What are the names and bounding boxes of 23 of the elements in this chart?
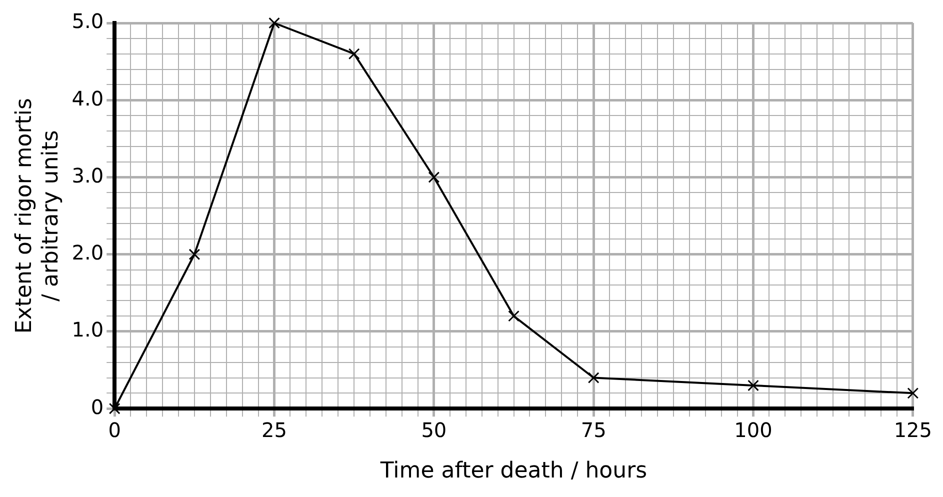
x-tick-label: 0 [108, 418, 121, 442]
x-tick-label: 125 [894, 418, 932, 442]
x-axis-title: Time after death / hours [379, 458, 648, 484]
y-tick-label: 5.0 [72, 9, 104, 34]
point [348, 48, 360, 60]
point [907, 387, 919, 399]
point [428, 172, 440, 183]
y-tick-label: 3.0 [72, 163, 104, 188]
y-axis-title: Extent of rigor mortis / arbitrary units [12, 98, 64, 334]
y-tick-label: 0 [90, 394, 104, 419]
point [588, 372, 600, 384]
y-tick-label: 1.0 [72, 318, 104, 342]
point [508, 310, 520, 322]
x-tick-label: 75 [580, 418, 606, 442]
point [748, 380, 759, 392]
x-tick-label: 25 [262, 418, 287, 442]
point [188, 248, 200, 260]
y-tick-label: 2.0 [72, 240, 104, 265]
point [108, 402, 120, 414]
x-tick-label: 100 [734, 418, 772, 442]
y-tick-label: 4.0 [72, 86, 104, 110]
x-tick-label: 50 [421, 418, 447, 442]
point [268, 17, 280, 29]
